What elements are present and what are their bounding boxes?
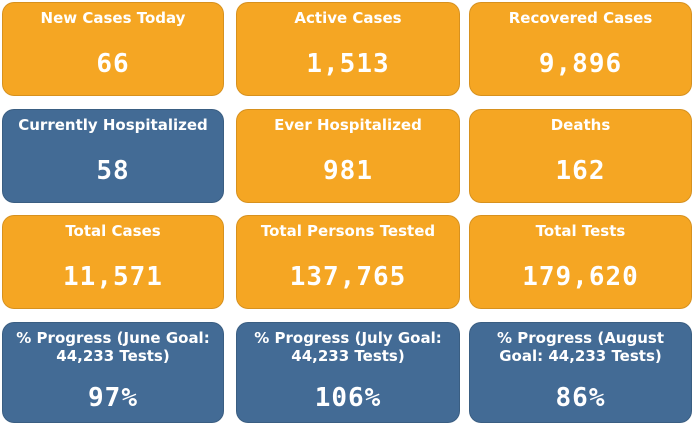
tile-currently-hospitalized[interactable]: Currently Hospitalized 58 [2,109,224,203]
tile-progress-june[interactable]: % Progress (June Goal: 44,233 Tests) 97% [2,322,224,423]
tile-label: % Progress (July Goal: 44,233 Tests) [254,329,442,365]
tile-value: 97% [88,383,138,413]
tile-label: Total Persons Tested [260,222,436,240]
tile-value: 162 [555,156,606,186]
tile-label: Recovered Cases [508,9,653,27]
tile-value: 1,513 [306,49,390,79]
tile-progress-august[interactable]: % Progress (August Goal: 44,233 Tests) 8… [469,322,692,423]
tile-value: 179,620 [522,262,639,292]
tile-value: 58 [96,156,130,186]
tile-value: 106% [314,383,382,413]
tile-value: 981 [323,156,373,186]
tile-label: New Cases Today [40,9,186,27]
tile-total-tests[interactable]: Total Tests 179,620 [469,215,692,309]
tile-value: 11,571 [63,262,163,292]
tile-label: Total Tests [535,222,626,240]
tile-label: Deaths [550,116,611,134]
tile-value: 9,896 [538,49,623,79]
tile-label: Active Cases [294,9,402,27]
tile-label: % Progress (June Goal: 44,233 Tests) [16,329,210,365]
tile-total-persons-tested[interactable]: Total Persons Tested 137,765 [236,215,460,309]
tile-total-cases[interactable]: Total Cases 11,571 [2,215,224,309]
tile-progress-july[interactable]: % Progress (July Goal: 44,233 Tests) 106… [236,322,460,423]
tile-active-cases[interactable]: Active Cases 1,513 [236,2,460,96]
tile-ever-hospitalized[interactable]: Ever Hospitalized 981 [236,109,460,203]
tile-label: Currently Hospitalized [18,116,208,134]
tile-deaths[interactable]: Deaths 162 [469,109,692,203]
tile-label: Total Cases [65,222,161,240]
tile-new-cases-today[interactable]: New Cases Today 66 [2,2,224,96]
tile-value: 86% [555,383,606,413]
tile-value: 66 [96,49,130,79]
tile-recovered-cases[interactable]: Recovered Cases 9,896 [469,2,692,96]
tile-label: % Progress (August Goal: 44,233 Tests) [497,329,664,365]
tile-value: 137,765 [289,262,407,292]
tile-label: Ever Hospitalized [274,116,422,134]
